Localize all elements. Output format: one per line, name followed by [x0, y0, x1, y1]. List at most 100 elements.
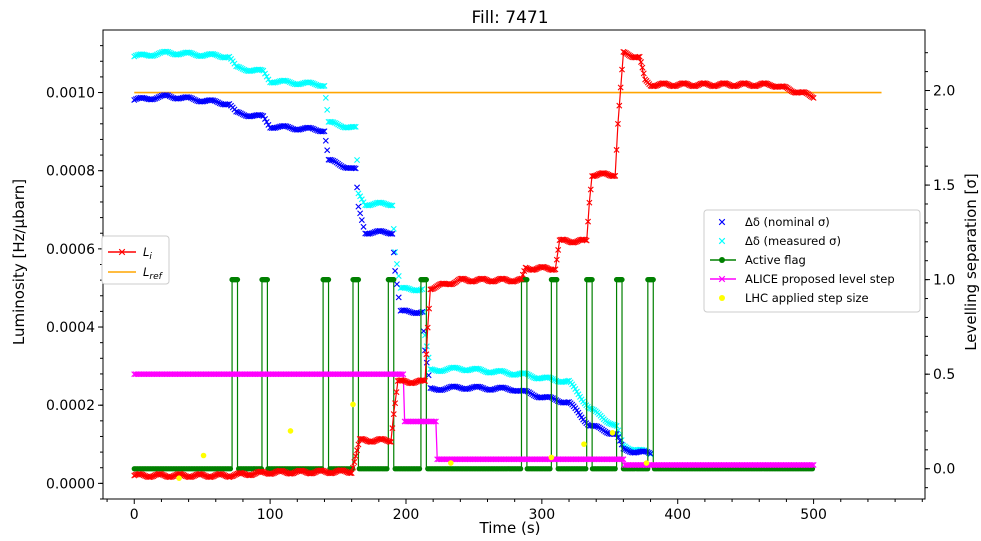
series-delta-measured-point [430, 366, 437, 373]
series-delta-nominal-point [625, 448, 632, 454]
series-delta-nominal-point [429, 385, 436, 392]
series-li-point [619, 66, 626, 73]
series-delta-nominal-point [262, 115, 269, 122]
series-lhc-applied-point [548, 454, 555, 461]
series-delta-measured-point [605, 419, 612, 426]
series-lhc-applied-point [448, 460, 454, 466]
series-delta-nominal-point [283, 123, 290, 130]
series-li-point [638, 59, 645, 66]
series-lhc-applied-point [176, 475, 182, 481]
y-left-tick-label: 0.0004 [46, 320, 95, 336]
series-alice-proposed-point [398, 371, 405, 378]
series-delta-measured-point [236, 64, 243, 71]
series-delta-nominal-point [404, 307, 411, 314]
series-delta-measured-point [504, 369, 510, 376]
series-delta-nominal-point [166, 93, 173, 100]
series-delta-measured-point [505, 370, 512, 377]
series-delta-measured-point [607, 420, 614, 427]
series-active-flag-point [355, 277, 362, 283]
legend-Lref-subscript: ref [149, 272, 163, 282]
series-delta-measured-point [288, 79, 295, 86]
legend-applied-label: LHC applied step size [745, 291, 869, 305]
series-delta-nominal-point [319, 128, 326, 135]
series-delta-nominal-point [163, 92, 170, 99]
series-li-point [350, 464, 356, 471]
series-active-flag-point [264, 277, 270, 283]
series-li-point [393, 389, 400, 396]
series-active-flag-point [524, 277, 530, 283]
series-delta-measured-point [439, 368, 446, 375]
legend-measured-marker [718, 237, 726, 245]
series-delta-nominal-point [467, 385, 474, 392]
series-delta-measured-point [445, 365, 452, 372]
series-delta-measured-point [150, 52, 157, 59]
y-right-tick-label: 0.0 [933, 462, 955, 478]
series-delta-measured-point [379, 199, 386, 206]
series-delta-measured-point [322, 94, 329, 101]
series-delta-measured-point [132, 52, 139, 59]
series-delta-measured-point [313, 81, 320, 88]
series-li-point [389, 425, 396, 432]
y-right-tick-label: 1.5 [933, 178, 955, 194]
legend-nominal-label: Δδ (nominal σ) [745, 215, 830, 229]
series-delta-nominal-point [647, 450, 654, 457]
series-active-flag-point [518, 466, 524, 472]
series-delta-measured-point [402, 284, 409, 291]
series-delta-nominal [131, 92, 654, 457]
series-li-point [424, 324, 431, 331]
series-delta-nominal-point [407, 309, 414, 315]
series-li-point [587, 186, 594, 193]
series-delta-measured-point [442, 367, 449, 374]
series-delta-nominal-point [439, 387, 446, 393]
series-delta-measured-point [168, 50, 175, 57]
series-delta-nominal-point [482, 385, 489, 392]
series-delta-measured-point [454, 364, 460, 371]
series-delta-nominal-point [360, 223, 367, 230]
series-delta-nominal-point [288, 125, 295, 132]
series-delta-measured-point [131, 53, 138, 60]
series-delta-measured-point [155, 50, 162, 57]
x-tick-label: 0 [130, 507, 139, 523]
series-li-point [551, 266, 558, 273]
series-li-point [392, 400, 399, 407]
series-delta-measured-point [499, 367, 506, 374]
series-delta-measured-point [283, 77, 290, 84]
series-delta-measured-point [390, 225, 397, 232]
series-delta-nominal-point [215, 99, 222, 106]
series-active-flag-point [234, 277, 241, 283]
series-active-flag-point [325, 277, 332, 283]
series-delta-measured-point [444, 366, 451, 373]
y-right-tick-label: 1.0 [933, 273, 955, 289]
series-delta-nominal-point [468, 384, 475, 391]
series-delta-nominal-point [132, 96, 139, 103]
series-delta-nominal-point [455, 384, 462, 391]
series-delta-nominal-point [224, 101, 231, 108]
series-delta-nominal-point [263, 118, 270, 125]
series-delta-nominal-point [501, 384, 508, 391]
series-delta-nominal-point [351, 165, 358, 172]
series-delta-nominal-point [392, 267, 399, 274]
series-delta-measured-point [352, 123, 359, 130]
series-active-flag-point [416, 466, 423, 472]
series-lhc-applied-point [200, 452, 207, 459]
series-delta-nominal-point [168, 94, 175, 101]
series-li-point [640, 70, 647, 77]
series-delta-measured-point [165, 48, 172, 55]
series-delta-nominal-point [357, 210, 364, 217]
series-delta-measured-point [273, 79, 280, 86]
series-delta-measured-point [321, 82, 328, 89]
series-delta-nominal-point [444, 385, 451, 392]
series-delta-nominal-point [480, 385, 487, 392]
series-li [131, 48, 817, 481]
series-li-point [351, 459, 358, 465]
series-delta-measured-point [330, 119, 337, 126]
series-delta-nominal-point [445, 384, 452, 391]
series-active-flag-point [650, 277, 656, 283]
series-delta-nominal-point [383, 229, 389, 236]
series-li-point [586, 199, 593, 206]
series-delta-nominal-point [395, 294, 402, 301]
series-delta-measured-point [224, 54, 231, 61]
series-delta-measured-point [215, 52, 222, 59]
series-li-point [635, 54, 642, 61]
